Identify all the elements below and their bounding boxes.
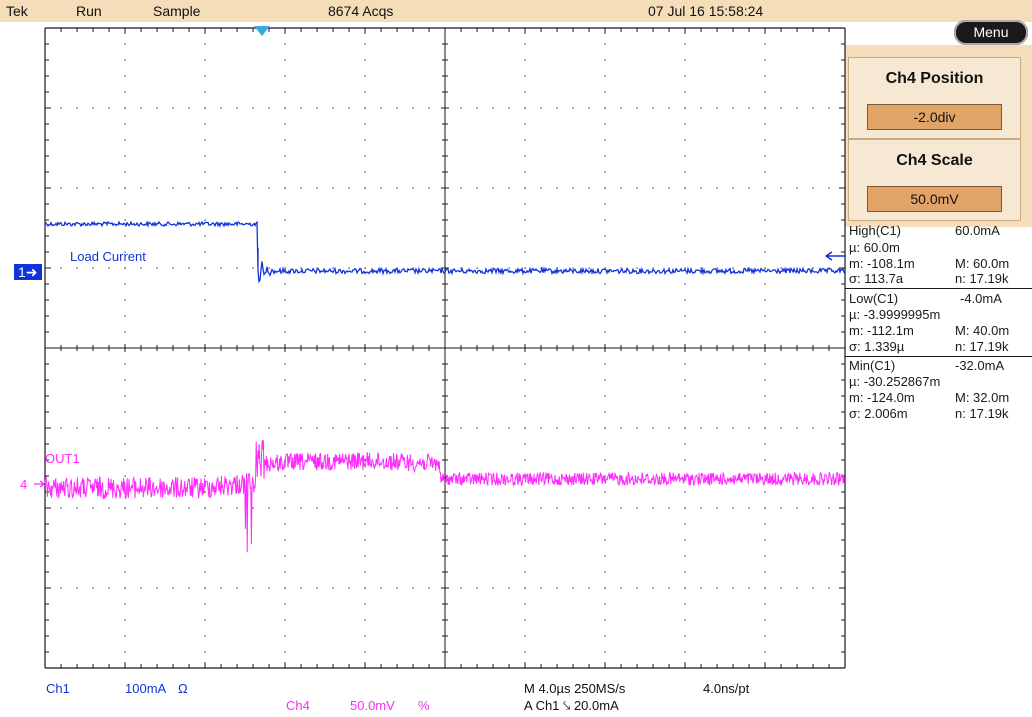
ch4-scale-value[interactable]: 50.0mV [867, 186, 1002, 212]
measurement-divider [845, 288, 1032, 289]
measurement-mean: µ: 60.0m [849, 240, 900, 255]
measurement-name: High(C1) [849, 223, 902, 238]
measurement-stddev: σ: 113.7a [849, 271, 904, 286]
measurement-count: n: 17.19k [955, 271, 1009, 286]
ch1-label: Ch1 [46, 681, 70, 696]
measurement-min: m: -124.0m [849, 390, 915, 405]
trigger-readout: A Ch1 ⤥ 20.0mA [524, 698, 619, 713]
ch4-waveform [44, 440, 846, 553]
measurement-name: Low(C1) [849, 291, 899, 306]
ch1-right-arrow-icon [825, 251, 846, 261]
grid-lines [44, 27, 846, 669]
ch4-position-control: Ch4 Position -2.0div [848, 57, 1021, 139]
measurement-count: n: 17.19k [955, 339, 1009, 354]
measurement-mean: µ: -3.9999995m [849, 307, 941, 322]
ch4-trace-label: OUT1 [45, 451, 80, 466]
ch4-coupling: % [418, 698, 430, 713]
status-bar [0, 0, 1032, 22]
measurement-min: m: -108.1m [849, 256, 915, 271]
ch4-scale-title: Ch4 Scale [896, 152, 973, 169]
ch1-marker[interactable]: 1➜ [14, 264, 42, 280]
ch4-scale: 50.0mV [350, 698, 395, 713]
ch1-coupling: Ω [178, 681, 188, 696]
ch1-scale: 100mA [125, 681, 167, 696]
measurement-max: M: 60.0m [955, 256, 1010, 271]
timebase-readout: M 4.0µs 250MS/s [524, 681, 626, 696]
date-time: 07 Jul 16 15:58:24 [648, 3, 764, 19]
ch4-marker-label[interactable]: 4 [20, 477, 28, 492]
measurement-stddev: σ: 1.339µ [849, 339, 905, 354]
ch4-label: Ch4 [286, 698, 310, 713]
measurement-value: -32.0mA [955, 358, 1005, 373]
ch1-trace-label: Load Current [70, 249, 146, 264]
measurement-mean: µ: -30.252867m [849, 374, 941, 389]
run-state: Run [76, 3, 102, 19]
measurement-max: M: 40.0m [955, 323, 1010, 338]
measurement-name: Min(C1) [849, 358, 896, 373]
ch4-position-value[interactable]: -2.0div [867, 104, 1002, 130]
resolution-readout: 4.0ns/pt [703, 681, 750, 696]
trigger-position-icon[interactable] [254, 26, 270, 36]
menu-button[interactable]: Menu [954, 20, 1028, 45]
ch4-position-title: Ch4 Position [885, 70, 984, 87]
measurement-value: 60.0mA [955, 223, 1000, 238]
measurement-min: m: -112.1m [849, 323, 914, 338]
acquisition-mode: Sample [153, 3, 201, 19]
acquisition-count: 8674 Acqs [328, 3, 394, 19]
ch4-scale-control: Ch4 Scale 50.0mV [848, 139, 1021, 221]
measurement-value: -4.0mA [960, 291, 1002, 306]
measurement-stddev: σ: 2.006m [849, 406, 908, 421]
measurement-count: n: 17.19k [955, 406, 1009, 421]
measurement-max: M: 32.0m [955, 390, 1010, 405]
brand-label: Tek [6, 3, 28, 19]
ch1-marker-label: 1 [18, 264, 26, 280]
measurement-divider [845, 356, 1032, 357]
ch1-waveform [44, 220, 846, 284]
ch4-arrow-icon [34, 480, 45, 488]
